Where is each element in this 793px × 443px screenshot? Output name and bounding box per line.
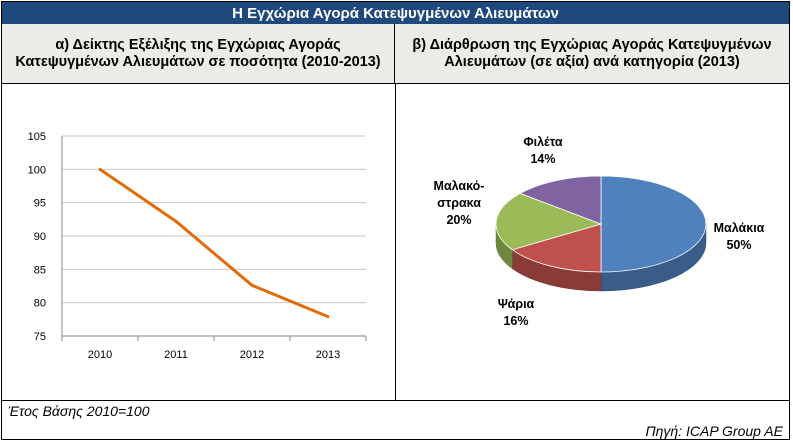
pie-chart-title: β) Διάρθρωση της Εγχώριας Αγοράς Κατεψυγ… xyxy=(395,24,789,84)
pie-slice xyxy=(511,223,602,273)
base-year-note: Έτος Βάσης 2010=100 xyxy=(8,403,150,419)
source-note: Πηγή: ICAP Group AE xyxy=(645,423,783,439)
y-tick-label: 85 xyxy=(34,264,46,276)
pie-label: Μαλάκια xyxy=(714,221,765,235)
pie-slice xyxy=(519,175,602,225)
y-tick-label: 105 xyxy=(28,131,46,143)
pie-label: Μαλακό- xyxy=(434,179,485,193)
data-point xyxy=(250,283,254,287)
pie-label: Φιλέτα xyxy=(523,135,563,149)
data-point xyxy=(174,219,178,223)
y-tick-label: 95 xyxy=(34,198,46,210)
panel-divider xyxy=(395,84,396,400)
pie-slice xyxy=(495,192,603,251)
line-chart: 75 80 85 90 95 100 105 2010 2011 2012 2013 xyxy=(28,131,367,361)
series-line xyxy=(99,168,329,319)
x-tick-label: 2010 xyxy=(88,349,112,361)
pie-label: στρακα xyxy=(437,196,481,210)
pie-label: 20% xyxy=(446,213,471,227)
pie-label: 14% xyxy=(530,152,555,166)
y-tick-label: 80 xyxy=(34,298,46,310)
line-chart-title: α) Δείκτης Εξέλιξης της Εγχώριας Αγοράς … xyxy=(2,24,395,84)
data-point xyxy=(326,315,330,319)
data-point xyxy=(98,167,102,171)
pie-label: Ψάρια xyxy=(498,297,535,311)
y-tick-label: 100 xyxy=(28,164,46,176)
footer-divider xyxy=(2,400,789,401)
pie-slice xyxy=(600,175,707,273)
pie-label: 50% xyxy=(726,238,751,252)
pie-chart: Μαλάκια 50% Ψάρια 16% Μαλακό-στρακα 20% Φιλέτα… xyxy=(434,135,765,328)
pie-label: 16% xyxy=(503,314,528,328)
page-title: Η Εγχώρια Αγορά Κατεψυγμένων Αλιευμάτων xyxy=(2,2,789,24)
x-tick-label: 2011 xyxy=(164,349,188,361)
y-tick-label: 75 xyxy=(34,331,46,343)
y-tick-label: 90 xyxy=(34,231,46,243)
x-tick-label: 2012 xyxy=(240,349,264,361)
x-tick-label: 2013 xyxy=(316,349,340,361)
